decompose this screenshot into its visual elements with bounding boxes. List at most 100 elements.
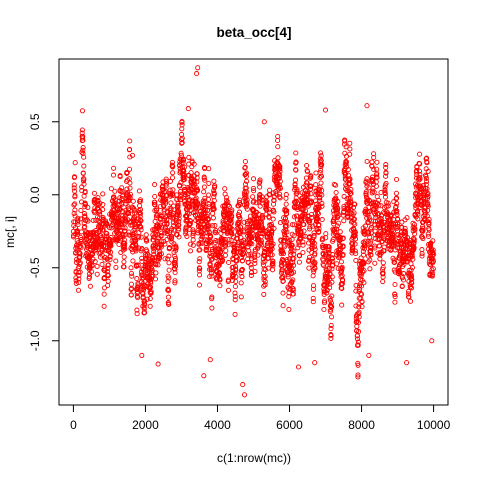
data-point (194, 71, 200, 77)
data-point (417, 186, 423, 192)
data-point (147, 303, 153, 309)
data-point (382, 194, 389, 200)
data-point (416, 168, 423, 174)
data-point (373, 203, 379, 209)
data-point (294, 190, 300, 196)
data-point (356, 304, 362, 310)
data-point (127, 185, 133, 191)
data-point (160, 192, 166, 198)
data-point (75, 222, 81, 228)
data-point (104, 220, 110, 227)
data-point (265, 265, 271, 271)
data-point (312, 259, 318, 266)
data-point (190, 229, 197, 235)
data-point (317, 159, 323, 165)
x-tick-label: 2000 (132, 418, 159, 432)
data-point (352, 229, 358, 235)
data-point (273, 189, 279, 195)
data-point (134, 276, 140, 282)
data-point (134, 311, 140, 317)
data-point (308, 183, 314, 189)
data-point (159, 224, 165, 230)
data-point (195, 201, 201, 207)
data-point (319, 200, 325, 206)
data-point (402, 229, 408, 235)
data-point (400, 277, 407, 283)
data-point (313, 170, 319, 176)
data-point (426, 220, 432, 226)
data-point (72, 201, 78, 207)
data-point (257, 177, 263, 183)
data-point (393, 190, 399, 196)
data-point (310, 299, 316, 305)
data-point (117, 174, 123, 180)
data-point (226, 259, 232, 266)
data-point (411, 236, 417, 242)
data-point (283, 201, 289, 207)
data-point (260, 215, 266, 221)
data-point (415, 208, 421, 214)
data-point (319, 203, 325, 209)
data-point (307, 224, 313, 230)
data-point (358, 291, 365, 297)
y-tick-label: 0.5 (28, 113, 42, 130)
data-point (352, 221, 358, 227)
data-point (284, 208, 290, 214)
data-point (383, 165, 389, 171)
data-point (391, 259, 398, 265)
data-point (152, 276, 159, 282)
data-point (100, 191, 106, 197)
data-point (71, 174, 78, 180)
data-point (105, 273, 111, 279)
data-point (94, 271, 100, 277)
data-point (232, 297, 238, 303)
data-point (225, 287, 232, 293)
data-point (323, 243, 329, 249)
data-point (100, 207, 106, 213)
data-point (138, 218, 144, 224)
data-point (186, 211, 192, 217)
data-point (77, 250, 83, 257)
data-point (335, 206, 341, 212)
data-point (285, 274, 291, 280)
data-point (296, 259, 302, 265)
data-point (304, 180, 310, 186)
data-point (163, 198, 169, 204)
data-point (150, 232, 156, 238)
data-point (266, 192, 273, 198)
data-point (89, 269, 95, 275)
data-point (328, 332, 334, 339)
data-point (358, 291, 364, 297)
data-point (356, 329, 362, 335)
data-point (416, 177, 422, 183)
data-point (252, 260, 258, 266)
data-point (166, 245, 173, 251)
data-point (144, 296, 150, 302)
data-point (392, 281, 398, 288)
data-point (259, 238, 265, 244)
data-point (270, 263, 276, 269)
data-point (144, 248, 150, 254)
data-point (202, 177, 208, 183)
data-point (270, 216, 276, 222)
data-point (176, 222, 182, 228)
data-point (368, 252, 374, 258)
data-point (162, 241, 168, 247)
data-point (409, 285, 415, 291)
data-point (80, 144, 86, 151)
data-point (136, 245, 142, 251)
data-point (353, 250, 359, 257)
data-point (177, 162, 183, 168)
data-point (132, 226, 138, 232)
data-point (172, 263, 179, 269)
data-point (290, 287, 296, 294)
data-point (208, 257, 215, 263)
data-point (166, 275, 172, 281)
data-point (339, 285, 345, 291)
data-point (148, 288, 154, 295)
data-point (255, 244, 261, 250)
data-point (250, 185, 256, 191)
data-point (286, 306, 292, 312)
data-point (380, 279, 386, 285)
data-point (394, 195, 400, 201)
